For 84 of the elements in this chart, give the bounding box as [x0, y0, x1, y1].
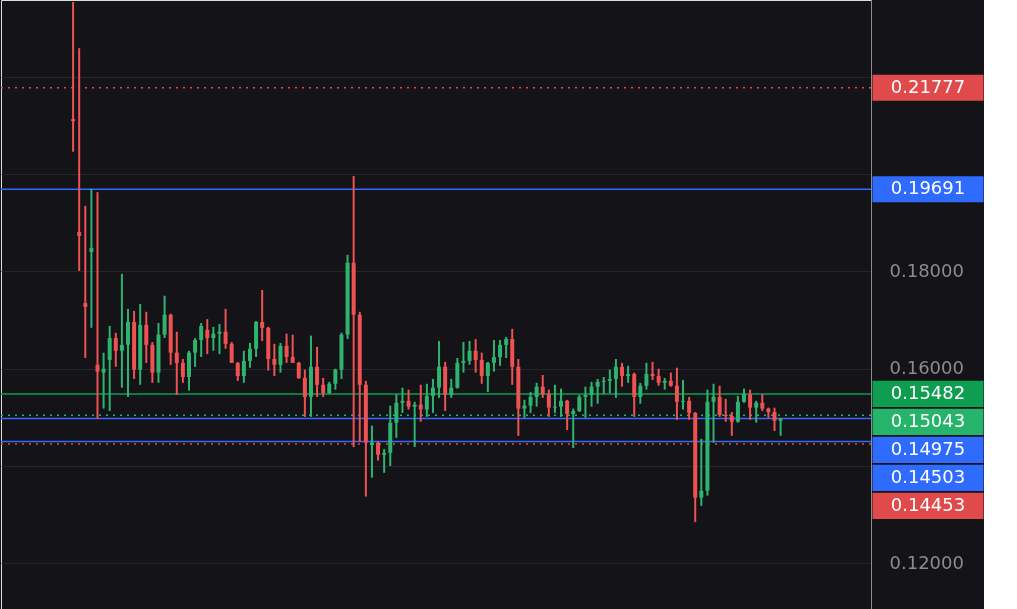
candlestick — [302, 368, 307, 418]
candlestick — [613, 357, 618, 399]
candlestick — [89, 187, 94, 329]
candlestick — [223, 307, 228, 350]
ref-line-label: 0.15043 — [890, 409, 966, 431]
candlestick — [241, 349, 246, 384]
candlestick — [552, 383, 557, 414]
candlestick — [315, 345, 320, 398]
candlestick — [546, 388, 551, 418]
candlestick — [95, 191, 100, 420]
candlestick — [589, 380, 594, 408]
candlestick — [687, 395, 692, 421]
candlestick — [406, 388, 411, 411]
candlestick — [473, 338, 478, 374]
candlestick — [321, 376, 326, 398]
candlestick — [479, 351, 484, 385]
candlestick — [193, 337, 198, 368]
candlestick — [333, 367, 338, 391]
candlestick — [565, 398, 570, 431]
candlestick — [729, 411, 734, 437]
candlestick — [449, 377, 454, 399]
candlestick — [467, 339, 472, 366]
candlestick — [77, 47, 82, 272]
candlestick — [119, 272, 124, 389]
ref-line-label: 0.14503 — [890, 465, 966, 487]
candlestick — [540, 374, 545, 399]
candlestick — [723, 397, 728, 423]
candlestick — [199, 321, 204, 359]
candlestick — [418, 383, 423, 423]
candlestick — [174, 330, 179, 396]
candlestick — [528, 391, 533, 414]
candlestick — [278, 341, 283, 374]
candlestick — [437, 339, 442, 399]
candlestick — [534, 381, 539, 408]
candlestick — [632, 371, 637, 418]
ref-line-label: 0.14453 — [890, 493, 966, 515]
candlestick — [229, 340, 234, 364]
candlestick — [644, 361, 649, 391]
candlestick — [607, 368, 612, 395]
candlestick — [601, 375, 606, 395]
candlestick — [461, 340, 466, 374]
candlestick — [681, 378, 686, 411]
candlestick — [284, 332, 289, 364]
candlestick — [144, 310, 149, 364]
candlestick — [674, 366, 679, 421]
candlestick — [162, 294, 167, 340]
ref-line-label: 0.14975 — [890, 437, 966, 459]
candlestick — [125, 307, 130, 398]
candlestick — [504, 336, 509, 360]
ref-line-label: 0.19691 — [890, 177, 966, 199]
ref-line-label: 0.21777 — [890, 75, 966, 97]
candlestick — [71, 0, 76, 153]
candlestick — [485, 360, 490, 394]
candlestick — [430, 377, 435, 414]
candlestick — [620, 361, 625, 388]
candlestick — [717, 384, 722, 418]
candlestick — [247, 341, 252, 369]
candlestick — [101, 351, 106, 410]
candlestick — [595, 377, 600, 405]
y-tick-label: 0.12000 — [889, 551, 964, 573]
candlestick — [491, 339, 496, 373]
candlestick — [376, 440, 381, 462]
candlestick — [113, 331, 118, 368]
candlestick — [400, 386, 405, 414]
candlestick — [735, 394, 740, 424]
candlestick — [205, 318, 210, 356]
candlestick — [638, 381, 643, 405]
candlestick — [382, 447, 387, 474]
candlestick — [235, 360, 240, 382]
y-tick-label: 0.16000 — [889, 357, 964, 379]
candlestick — [260, 288, 265, 342]
y-tick-label: 0.18000 — [889, 259, 964, 281]
candlestick — [180, 357, 185, 384]
candlestick — [217, 322, 222, 356]
candlestick — [290, 333, 295, 364]
candlestick — [748, 388, 753, 421]
candlestick — [83, 204, 88, 360]
candlestick — [107, 324, 112, 413]
candlestick — [772, 406, 777, 432]
candlestick — [498, 339, 503, 367]
candlestick — [412, 400, 417, 449]
ref-line-label: 0.15482 — [890, 381, 966, 403]
candlestick — [272, 342, 277, 377]
candlestick — [699, 437, 704, 507]
